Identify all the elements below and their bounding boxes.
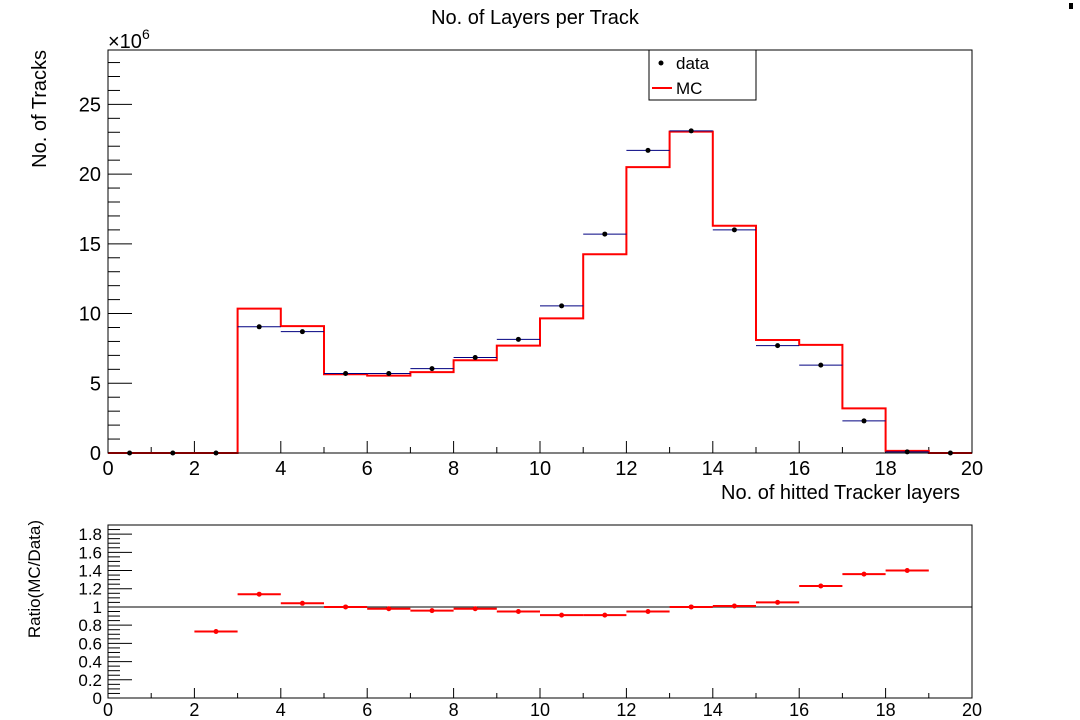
data-point [904, 449, 910, 455]
top-frame [107, 49, 973, 454]
legend-data-marker [658, 60, 664, 66]
ratio-y-tick-label: 1 [93, 598, 102, 617]
ratio-y-tick-label: 0.2 [78, 671, 102, 690]
bottom-frame [107, 524, 973, 699]
data-point [602, 231, 608, 237]
top-y-tick-label: 15 [79, 234, 101, 256]
ratio-point [429, 608, 435, 614]
corner-marker [1069, 3, 1073, 9]
ratio-point [515, 609, 521, 614]
mc-step-line [108, 130, 972, 454]
data-point [818, 362, 824, 368]
top-x-tick-label: 4 [275, 458, 286, 480]
ratio-point [299, 600, 305, 606]
ratio-point [213, 629, 219, 635]
ratio-point [904, 568, 910, 574]
top-x-tick-label: 12 [615, 458, 637, 480]
ratio-point [731, 603, 737, 609]
data-point [256, 324, 262, 330]
ratio-y-tick-label: 0 [93, 689, 102, 708]
data-point [775, 343, 781, 349]
ratio-y-tick-labels: 00.20.40.60.811.21.41.61.8 [78, 525, 102, 708]
top-x-tick-label: 14 [702, 458, 724, 480]
top-x-tick-label: 6 [362, 458, 373, 480]
ratio-x-tick-label: 2 [189, 700, 199, 720]
data-point [472, 354, 478, 360]
ratio-y-tick-label: 1.6 [78, 543, 102, 562]
top-y-tick-label: 20 [79, 164, 101, 186]
data-point [731, 227, 737, 233]
top-y-tick-label: 0 [90, 443, 101, 465]
data-point [559, 303, 565, 309]
ratio-y-tick-label: 0.6 [78, 634, 102, 653]
ratio-y-tick-label: 1.8 [78, 525, 102, 544]
ratio-point [602, 612, 608, 618]
ratio-y-tick-label: 0.4 [78, 653, 102, 672]
mc-histogram [108, 130, 972, 454]
ratio-x-tick-label: 20 [962, 700, 982, 720]
ratio-y-axis-label: Ratio(MC/Data) [25, 520, 44, 638]
top-x-tick-label: 10 [529, 458, 551, 480]
top-x-tick-label: 20 [961, 458, 983, 480]
ratio-point [645, 609, 651, 614]
ratio-x-tick-label: 14 [703, 700, 723, 720]
ratio-point [386, 606, 392, 612]
ratio-point [472, 606, 478, 612]
data-point [515, 336, 521, 342]
ratio-point [688, 604, 694, 610]
chart-title: No. of Layers per Track [431, 7, 640, 29]
ratio-point [256, 591, 262, 597]
ratio-x-tick-label: 12 [616, 700, 636, 720]
ratio-axis-ticks [107, 529, 973, 699]
y-multiplier: ×106 [108, 26, 150, 53]
ratio-y-tick-label: 1.2 [78, 580, 102, 599]
ratio-x-tick-label: 4 [276, 700, 286, 720]
ratio-points [194, 568, 929, 635]
ratio-y-tick-label: 0.8 [78, 616, 102, 635]
ratio-point [343, 604, 349, 610]
x-axis-label: No. of hitted Tracker layers [721, 482, 960, 504]
legend-mc-label: MC [676, 79, 702, 98]
ratio-x-tick-label: 16 [789, 700, 809, 720]
top-x-tick-labels: 0 2 4 6 8 10 12 14 16 18 20 [102, 458, 983, 480]
legend-box [648, 49, 757, 101]
top-x-tick-label: 8 [448, 458, 459, 480]
y-multiplier-exponent: 6 [142, 26, 150, 42]
ratio-pad: 0 2 4 6 8 10 12 14 16 18 20 00.20.40.60.811.21.41.… [25, 520, 982, 720]
data-point [429, 366, 435, 372]
data-point [343, 371, 349, 377]
data-point [386, 371, 392, 377]
data-point [861, 418, 867, 424]
y-multiplier-base: ×10 [108, 31, 142, 53]
top-x-tick-label: 0 [102, 458, 113, 480]
top-y-tick-label: 5 [90, 373, 101, 395]
ratio-x-tick-label: 18 [876, 700, 896, 720]
top-x-tick-label: 18 [874, 458, 896, 480]
ratio-x-tick-label: 6 [362, 700, 372, 720]
top-x-tick-label: 16 [788, 458, 810, 480]
ratio-x-tick-label: 10 [530, 700, 550, 720]
data-point [299, 329, 305, 335]
top-y-tick-label: 25 [79, 94, 101, 116]
ratio-x-tick-label: 0 [103, 700, 113, 720]
data-point [688, 128, 694, 134]
legend-data-label: data [676, 54, 710, 73]
y-axis-label: No. of Tracks [29, 50, 51, 168]
top-x-tick-label: 2 [189, 458, 200, 480]
main-histogram-pad: No. of Layers per Track 0 2 4 6 8 10 12 14 16 18 2… [29, 7, 983, 504]
data-point [645, 147, 651, 153]
ratio-point [818, 583, 824, 589]
ratio-x-tick-label: 8 [449, 700, 459, 720]
top-y-tick-label: 10 [79, 304, 101, 326]
ratio-y-tick-label: 1.4 [78, 562, 102, 581]
ratio-x-tick-labels: 0 2 4 6 8 10 12 14 16 18 20 [103, 700, 982, 720]
ratio-point [559, 612, 565, 618]
ratio-point [861, 571, 867, 577]
legend: data MC [648, 49, 757, 101]
ratio-point [775, 599, 781, 605]
top-y-tick-labels: 0 5 10 15 20 25 [79, 94, 101, 465]
